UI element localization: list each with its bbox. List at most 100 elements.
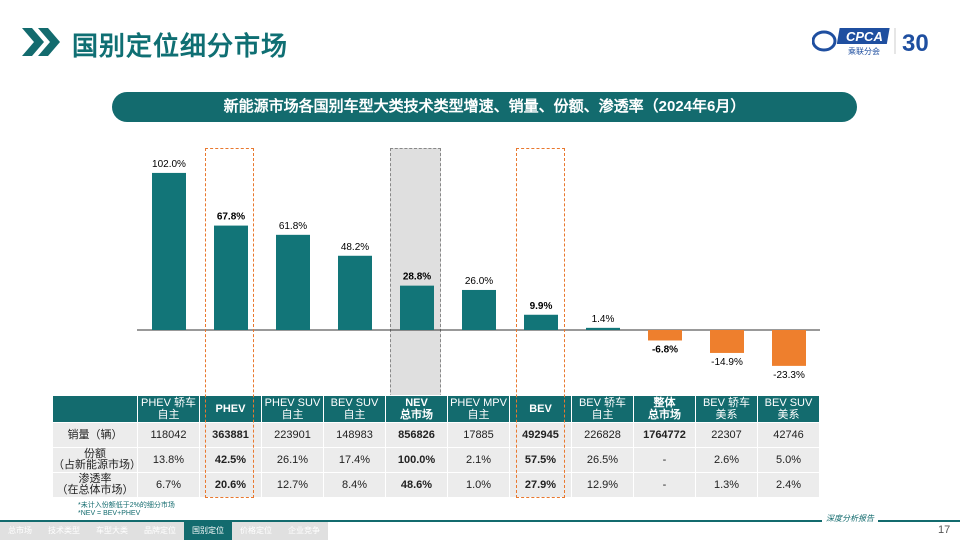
data-label: 9.9% — [530, 301, 553, 312]
column-header: 整体 总市场 — [633, 395, 696, 423]
row-label: 份额 （占新能源市场） — [52, 447, 141, 473]
table-cell: 148983 — [323, 422, 386, 448]
table-cell: 42.5% — [199, 447, 262, 473]
nav-tab[interactable]: 车型大类 — [96, 526, 128, 535]
svg-text:乘联分会: 乘联分会 — [848, 46, 880, 56]
nav-tab[interactable]: 价格定位 — [240, 526, 272, 535]
header-line: 自主 — [157, 409, 180, 421]
nav-tab[interactable]: 技术类型 — [48, 526, 80, 535]
header-line: 美系 — [715, 409, 738, 421]
table-row: 渗透率 （在总体市场） 6.7% 20.6% 12.7% 8.4% 48.6% 1.0% 27.… — [52, 472, 820, 498]
header-line: 自主 — [467, 409, 490, 421]
row-label-line: （占新能源市场） — [53, 459, 141, 471]
nav-tab[interactable]: 企业竞争 — [288, 526, 320, 535]
table-cell: 13.8% — [137, 447, 200, 473]
nav-tab[interactable]: 国别定位 — [184, 522, 232, 540]
table-cell: 6.7% — [137, 472, 200, 498]
table-cell: 226828 — [571, 422, 634, 448]
column-header: BEV — [509, 395, 572, 423]
table-cell: - — [633, 472, 696, 498]
header-line: 自主 — [343, 409, 366, 421]
column-header: BEV SUV 自主 — [323, 395, 386, 423]
table-cell: 20.6% — [199, 472, 262, 498]
header-line: 整体 — [653, 397, 676, 409]
chevron-icon — [22, 28, 64, 61]
column-header: BEV SUV 美系 — [757, 395, 820, 423]
data-label: 28.8% — [403, 272, 431, 283]
chart-title-banner: 新能源市场各国别车型大类技术类型增速、销量、份额、渗透率（2024年6月） — [112, 92, 857, 122]
footnotes: *未计入份额低于2%的细分市场 *NEV = BEV+PHEV — [78, 502, 175, 518]
corner-cell — [52, 395, 138, 423]
table-cell: 26.5% — [571, 447, 634, 473]
header-line: 总市场 — [400, 409, 433, 421]
header-line: PHEV SUV — [264, 397, 321, 409]
header-line: 自主 — [591, 409, 614, 421]
header-line: BEV — [529, 403, 552, 415]
data-label: 48.2% — [341, 242, 369, 253]
bar — [214, 225, 248, 330]
data-table: PHEV 轿车 自主 PHEV PHEV SUV 自主 BEV SUV 自主 NEV 总市场 PH… — [52, 395, 820, 498]
section-nav: 总市场 技术类型 车型大类 品牌定位 国别定位 价格定位 企业竞争 — [0, 522, 328, 540]
header-line: BEV SUV — [764, 397, 813, 409]
data-label: 1.4% — [592, 314, 615, 325]
data-label: -6.8% — [652, 344, 678, 355]
table-row: 份额 （占新能源市场） 13.8% 42.5% 26.1% 17.4% 100.0% 2.1%… — [52, 447, 820, 473]
bar — [400, 285, 434, 330]
data-label: 26.0% — [465, 276, 493, 287]
table-cell: 42746 — [757, 422, 820, 448]
report-label: 深度分析报告 — [822, 513, 878, 524]
note: *NEV = BEV+PHEV — [78, 510, 141, 517]
data-label: -23.3% — [773, 370, 805, 381]
table-cell: - — [633, 447, 696, 473]
cpca-logo: CPCA 乘联分会 30 — [811, 26, 947, 57]
bar — [710, 330, 744, 353]
table-cell: 1764772 — [633, 422, 696, 448]
header-line: 自主 — [281, 409, 304, 421]
page-number: 17 — [938, 524, 951, 536]
bar — [462, 289, 496, 330]
table-row: 销量（辆） 118042 363881 223901 148983 856826 17885… — [52, 422, 820, 448]
header-line: NEV — [405, 397, 428, 409]
column-header: BEV 轿车 自主 — [571, 395, 634, 423]
table-cell: 26.1% — [261, 447, 324, 473]
table-cell: 223901 — [261, 422, 324, 448]
divider — [0, 520, 960, 522]
table-cell: 12.7% — [261, 472, 324, 498]
header-line: PHEV — [215, 403, 246, 415]
header-line: 美系 — [777, 409, 800, 421]
table-cell: 100.0% — [385, 447, 448, 473]
header-line: 总市场 — [648, 409, 681, 421]
table-cell: 492945 — [509, 422, 572, 448]
nav-tab[interactable]: 总市场 — [8, 526, 32, 535]
data-label: -14.9% — [711, 357, 743, 368]
row-label-line: 份额 — [84, 448, 106, 460]
bar — [338, 255, 372, 330]
row-label: 渗透率 （在总体市场） — [52, 472, 138, 498]
nav-tab[interactable]: 品牌定位 — [144, 526, 176, 535]
row-label-line: 渗透率 — [78, 473, 112, 485]
table-cell: 22307 — [695, 422, 758, 448]
svg-text:CPCA: CPCA — [846, 29, 883, 44]
page-title: 国别定位细分市场 — [72, 31, 289, 61]
bar-chart: 102.0% 67.8% 61.8% 48.2% 28.8% 26.0% 9.9% 1.4% -… — [137, 159, 820, 381]
bar — [152, 172, 186, 330]
table-cell: 27.9% — [509, 472, 572, 498]
bar — [524, 314, 558, 330]
bev-highlight-box — [516, 148, 565, 498]
note: *未计入份额低于2%的细分市场 — [78, 502, 175, 509]
bar — [772, 330, 806, 366]
table-cell: 17885 — [447, 422, 510, 448]
table-cell: 856826 — [385, 422, 448, 448]
table-cell: 118042 — [137, 422, 200, 448]
table-cell: 363881 — [199, 422, 262, 448]
bar — [648, 330, 682, 341]
table-cell: 2.6% — [695, 447, 758, 473]
table-cell: 57.5% — [509, 447, 572, 473]
column-header: PHEV SUV 自主 — [261, 395, 324, 423]
table-cell: 12.9% — [571, 472, 634, 498]
column-header: BEV 轿车 美系 — [695, 395, 758, 423]
table-cell: 17.4% — [323, 447, 386, 473]
data-label: 61.8% — [279, 221, 307, 232]
data-label: 102.0% — [152, 159, 186, 170]
header-line: BEV SUV — [330, 397, 379, 409]
